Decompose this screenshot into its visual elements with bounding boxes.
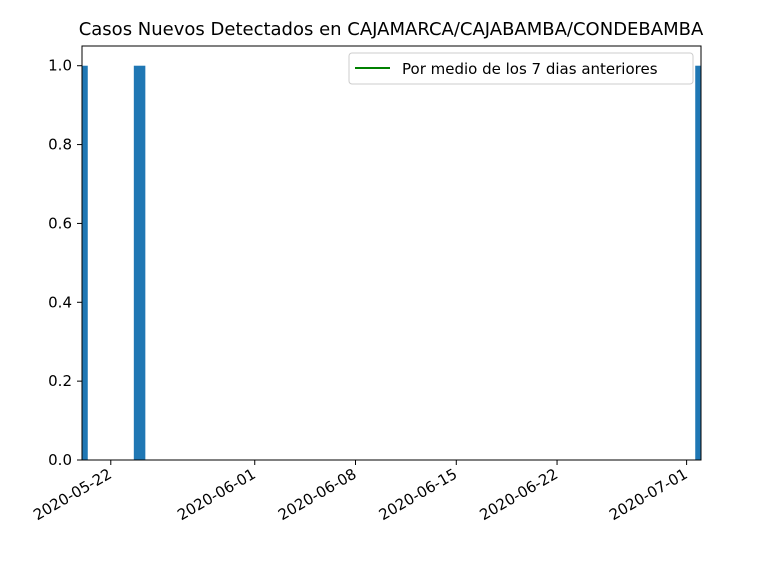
y-tick-label: 0.0: [48, 451, 72, 469]
x-tick-label: 2020-05-22: [30, 465, 115, 524]
bar: [133, 65, 146, 461]
y-tick-label: 1.0: [48, 57, 72, 75]
legend: Por medio de los 7 dias anteriores: [348, 52, 694, 85]
y-tick-label: 0.4: [48, 293, 72, 311]
chart-title: Casos Nuevos Detectados en CAJAMARCA/CAJ…: [79, 19, 704, 40]
plot-frame: [81, 45, 702, 461]
bars-group: [82, 65, 701, 461]
legend-box: [348, 52, 694, 85]
y-tick-label: 0.6: [48, 214, 72, 232]
x-tick-label: 2020-07-01: [606, 465, 691, 524]
bar: [695, 65, 701, 461]
x-axis: 2020-05-22 2020-06-01 2020-06-08 2020-06-15…: [30, 460, 691, 524]
y-tick-label: 0.8: [48, 136, 72, 154]
x-tick-label: 2020-06-08: [275, 465, 360, 524]
x-tick-label: 2020-06-01: [174, 465, 259, 524]
x-tick-label: 2020-06-22: [477, 465, 562, 524]
bar: [82, 65, 88, 461]
legend-label: Por medio de los 7 dias anteriores: [402, 60, 658, 78]
y-tick-label: 0.2: [48, 372, 72, 390]
y-axis: 0.0 0.2 0.4 0.6 0.8 1.0: [48, 57, 82, 469]
x-tick-label: 2020-06-15: [376, 465, 461, 524]
